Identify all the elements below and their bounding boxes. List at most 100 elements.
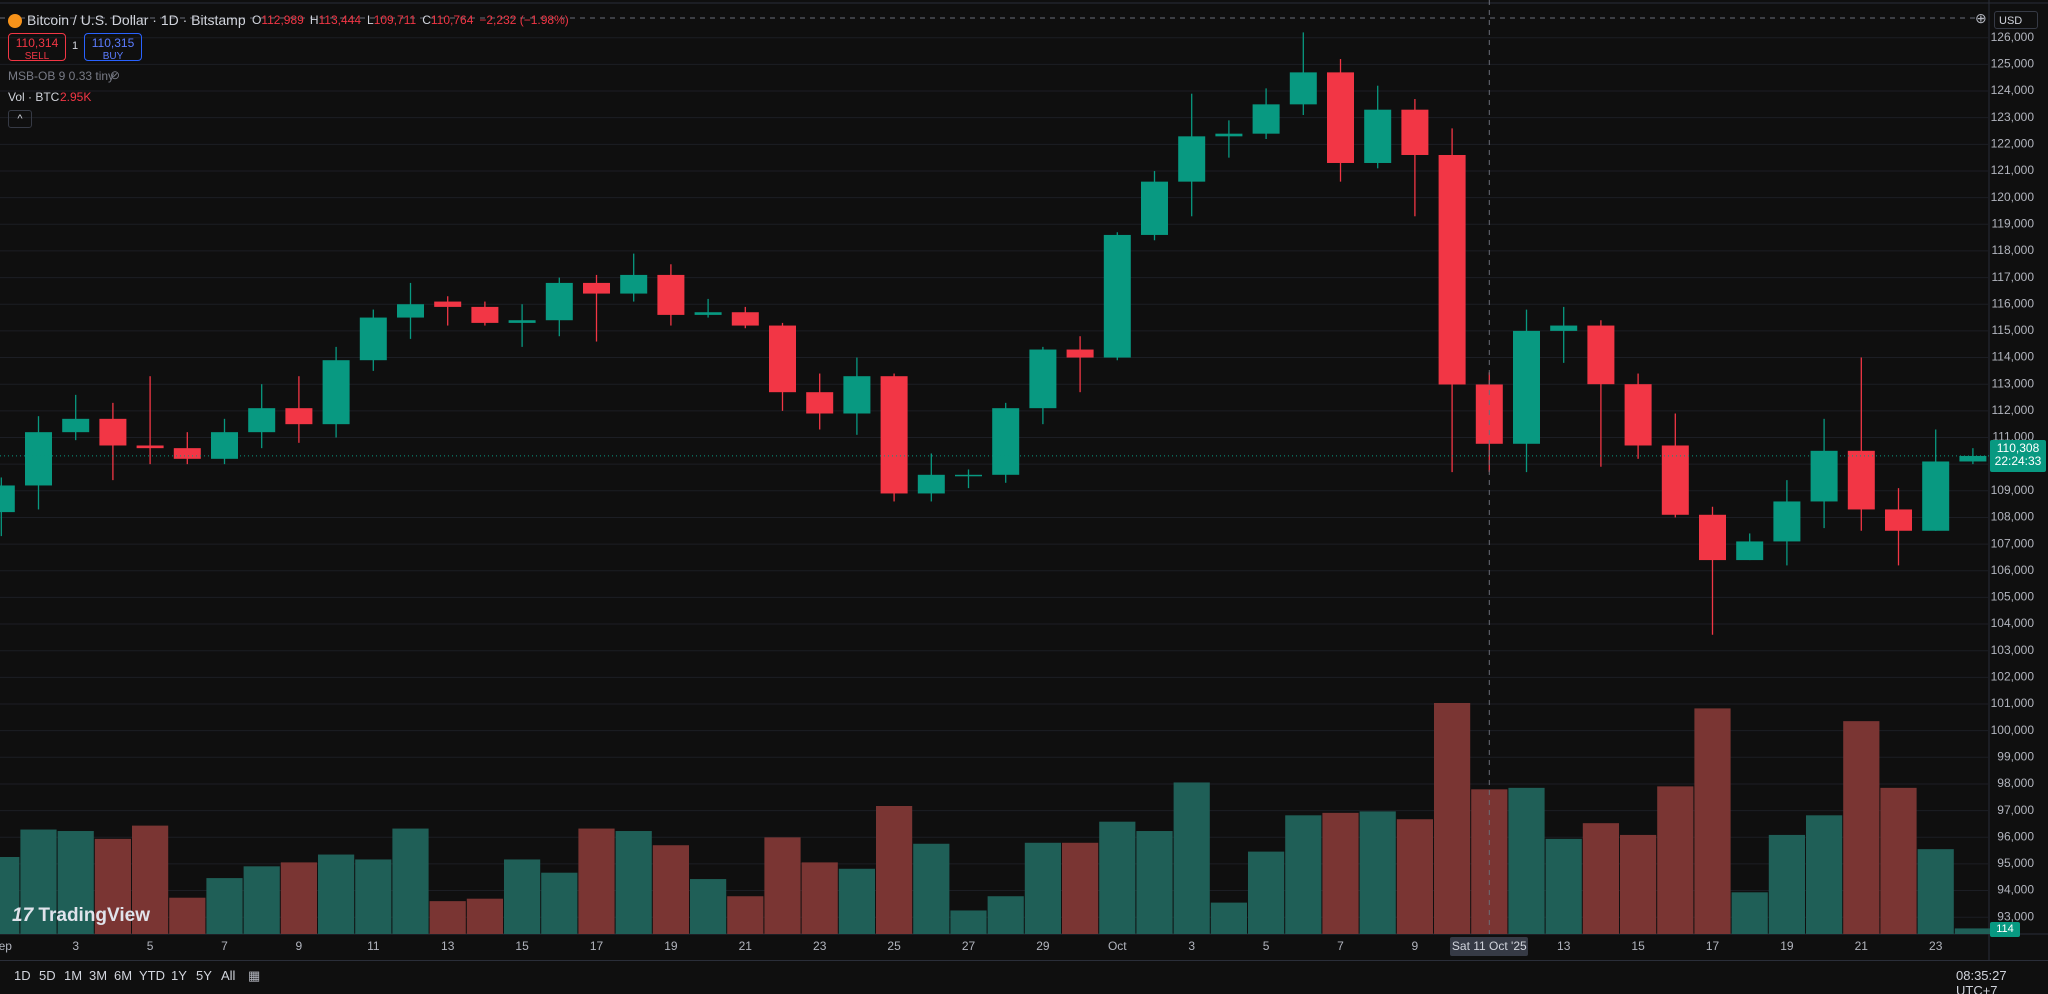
- collapse-button[interactable]: ^: [8, 110, 32, 128]
- volume-title[interactable]: Vol · BTC: [8, 90, 60, 104]
- volume-bar: [57, 831, 94, 934]
- volume-bar: [1024, 842, 1061, 934]
- range-button[interactable]: 1Y: [171, 968, 187, 983]
- volume-bar: [318, 854, 355, 934]
- candle-body: [1959, 455, 1987, 462]
- candle-body: [545, 282, 573, 321]
- volume-bar: [764, 837, 801, 934]
- x-tick-label: 11: [367, 939, 380, 953]
- candle-body: [1066, 349, 1094, 358]
- candle-body: [211, 432, 238, 459]
- x-tick-label: 15: [1631, 939, 1645, 953]
- add-button[interactable]: ⊕: [1975, 10, 1987, 26]
- volume-bar: [690, 879, 727, 934]
- y-tick-label: 116,000: [1992, 296, 2035, 310]
- volume-bar: [280, 862, 317, 934]
- y-tick-label: 99,000: [1997, 749, 2034, 763]
- x-tick-label: 15: [515, 939, 529, 953]
- y-tick-label: 126,000: [1991, 30, 2035, 44]
- range-button[interactable]: 1D: [14, 968, 31, 983]
- y-tick-label: 107,000: [1991, 536, 2035, 550]
- candle-body: [620, 274, 648, 294]
- range-button[interactable]: YTD: [139, 968, 165, 983]
- volume-bar: [801, 862, 838, 934]
- volume-bar: [355, 859, 392, 934]
- ohlc-key: H: [309, 13, 319, 27]
- candle-body: [1624, 384, 1652, 446]
- candle-body: [1364, 109, 1392, 163]
- volume-bar: [1694, 708, 1731, 934]
- range-button[interactable]: 5D: [39, 968, 56, 983]
- x-tick-label: 7: [221, 939, 228, 953]
- range-button[interactable]: 3M: [89, 968, 108, 983]
- toolbar-divider: [0, 960, 2048, 961]
- candle-body: [1327, 72, 1354, 163]
- x-tick-label: 23: [813, 939, 827, 953]
- y-tick-label: 120,000: [1991, 190, 2035, 204]
- x-tick-label: 19: [1780, 939, 1794, 953]
- x-tick-label: 21: [739, 939, 753, 953]
- y-tick-label: 114,000: [1992, 350, 2035, 364]
- range-button[interactable]: 5Y: [196, 968, 212, 983]
- candle-body: [694, 312, 722, 315]
- x-tick-label: 17: [1706, 939, 1720, 953]
- logo[interactable]: 17 TradingView: [12, 905, 150, 926]
- volume-bar: [1210, 902, 1247, 934]
- candle-body: [657, 274, 685, 315]
- y-tick-label: 106,000: [1991, 563, 2035, 577]
- clock[interactable]: 08:35:27 UTC+7: [1956, 968, 2007, 994]
- volume-bar: [1917, 849, 1954, 934]
- y-tick-label: 125,000: [1991, 57, 2035, 71]
- y-tick-label: 122,000: [1991, 137, 2035, 151]
- candle-body: [136, 445, 164, 449]
- x-tick-label: Oct: [1108, 939, 1127, 953]
- x-tick-label: 21: [1855, 939, 1869, 953]
- candle-body: [917, 474, 945, 494]
- buy-button[interactable]: 110,315 BUY: [84, 33, 142, 62]
- volume-bar: [1843, 721, 1880, 934]
- ohlc-value: 109,711: [373, 13, 417, 27]
- sell-label: SELL: [24, 51, 50, 62]
- ohlc-key: O: [252, 13, 262, 27]
- sell-button[interactable]: 110,314 SELL: [8, 33, 66, 62]
- y-tick-label: 97,000: [1997, 803, 2034, 817]
- current-price-label: 110,308 22:24:33: [1990, 439, 2046, 472]
- volume-bar: [466, 898, 503, 934]
- symbol-icon[interactable]: [8, 12, 22, 29]
- x-tick-label: 13: [441, 939, 455, 953]
- candle-body: [434, 301, 462, 307]
- volume-bar: [1582, 823, 1619, 934]
- x-tick-label: 23: [1929, 939, 1943, 953]
- volume-bar: [727, 896, 764, 934]
- range-button[interactable]: All: [221, 968, 236, 983]
- x-tick-label: 17: [590, 939, 604, 953]
- symbol-title[interactable]: Bitcoin / U.S. Dollar · 1D · Bitstamp: [27, 12, 246, 28]
- candle-body: [322, 360, 350, 425]
- candle-body: [0, 485, 15, 513]
- volume-bar: [1545, 838, 1582, 934]
- visibility-icon[interactable]: ⊘: [110, 68, 121, 82]
- volume-bar: [987, 896, 1024, 934]
- x-tick-label: 29: [1036, 939, 1050, 953]
- candle-body: [1847, 450, 1875, 510]
- range-button[interactable]: 6M: [114, 968, 133, 983]
- y-tick-label: 101,000: [1991, 696, 2035, 710]
- candle-body: [1289, 72, 1317, 105]
- currency-select[interactable]: USD: [1994, 11, 2038, 29]
- candle-body: [1513, 330, 1540, 444]
- range-button[interactable]: 1M: [64, 968, 83, 983]
- buy-label: BUY: [102, 51, 124, 62]
- date-range-icon[interactable]: ▦: [248, 968, 261, 983]
- volume-bar: [578, 828, 615, 934]
- y-tick-label: 124,000: [1991, 83, 2035, 97]
- candle-body: [1550, 325, 1578, 331]
- candle-body: [508, 320, 536, 323]
- ohlc-value: 112,989: [261, 13, 304, 27]
- y-tick-label: 98,000: [1997, 776, 2034, 790]
- indicator-label[interactable]: MSB-OB 9 0.33 tiny: [8, 69, 115, 83]
- y-tick-label: 113,000: [1992, 376, 2035, 390]
- candle-body: [173, 448, 201, 459]
- volume-bar: [1099, 821, 1136, 934]
- y-tick-label: 115,000: [1992, 323, 2035, 337]
